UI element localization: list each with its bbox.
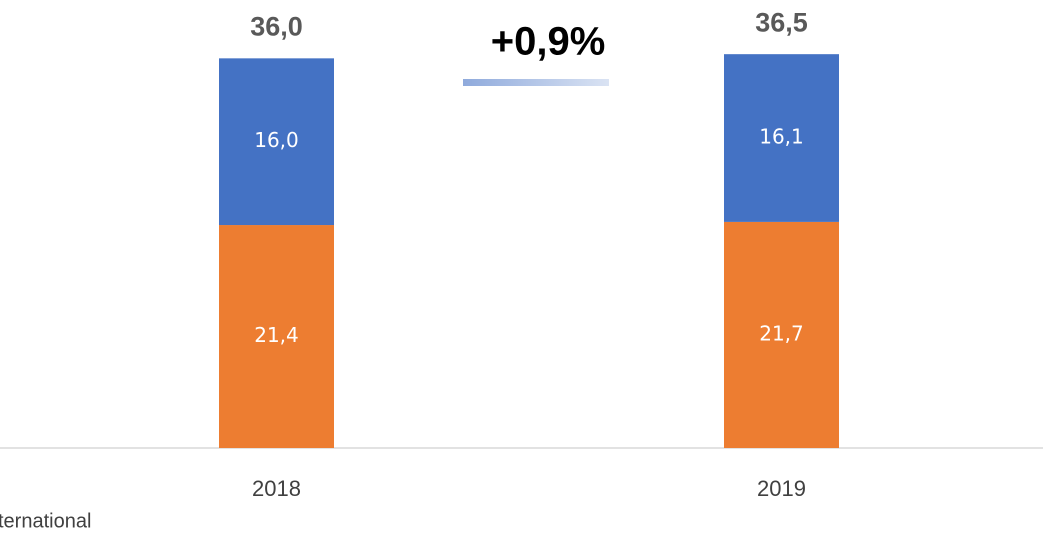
total-label: 36,0: [250, 11, 303, 41]
annotation: +0,9%: [491, 20, 606, 64]
bar-segment: [724, 221, 839, 448]
annotation-underline: [463, 79, 609, 86]
footnote: ternational: [0, 510, 91, 532]
x-tick-label: 2019: [757, 476, 806, 501]
x-tick-label: 2018: [252, 476, 301, 501]
data-label: 16,1: [759, 125, 804, 149]
data-label: 21,7: [759, 321, 804, 345]
data-label: 16,0: [254, 128, 299, 152]
bar-segment: [219, 225, 334, 448]
data-label: 21,4: [254, 323, 299, 347]
bar-segment: [724, 54, 839, 222]
total-label: 36,5: [755, 7, 808, 37]
bar-segment: [219, 58, 334, 226]
